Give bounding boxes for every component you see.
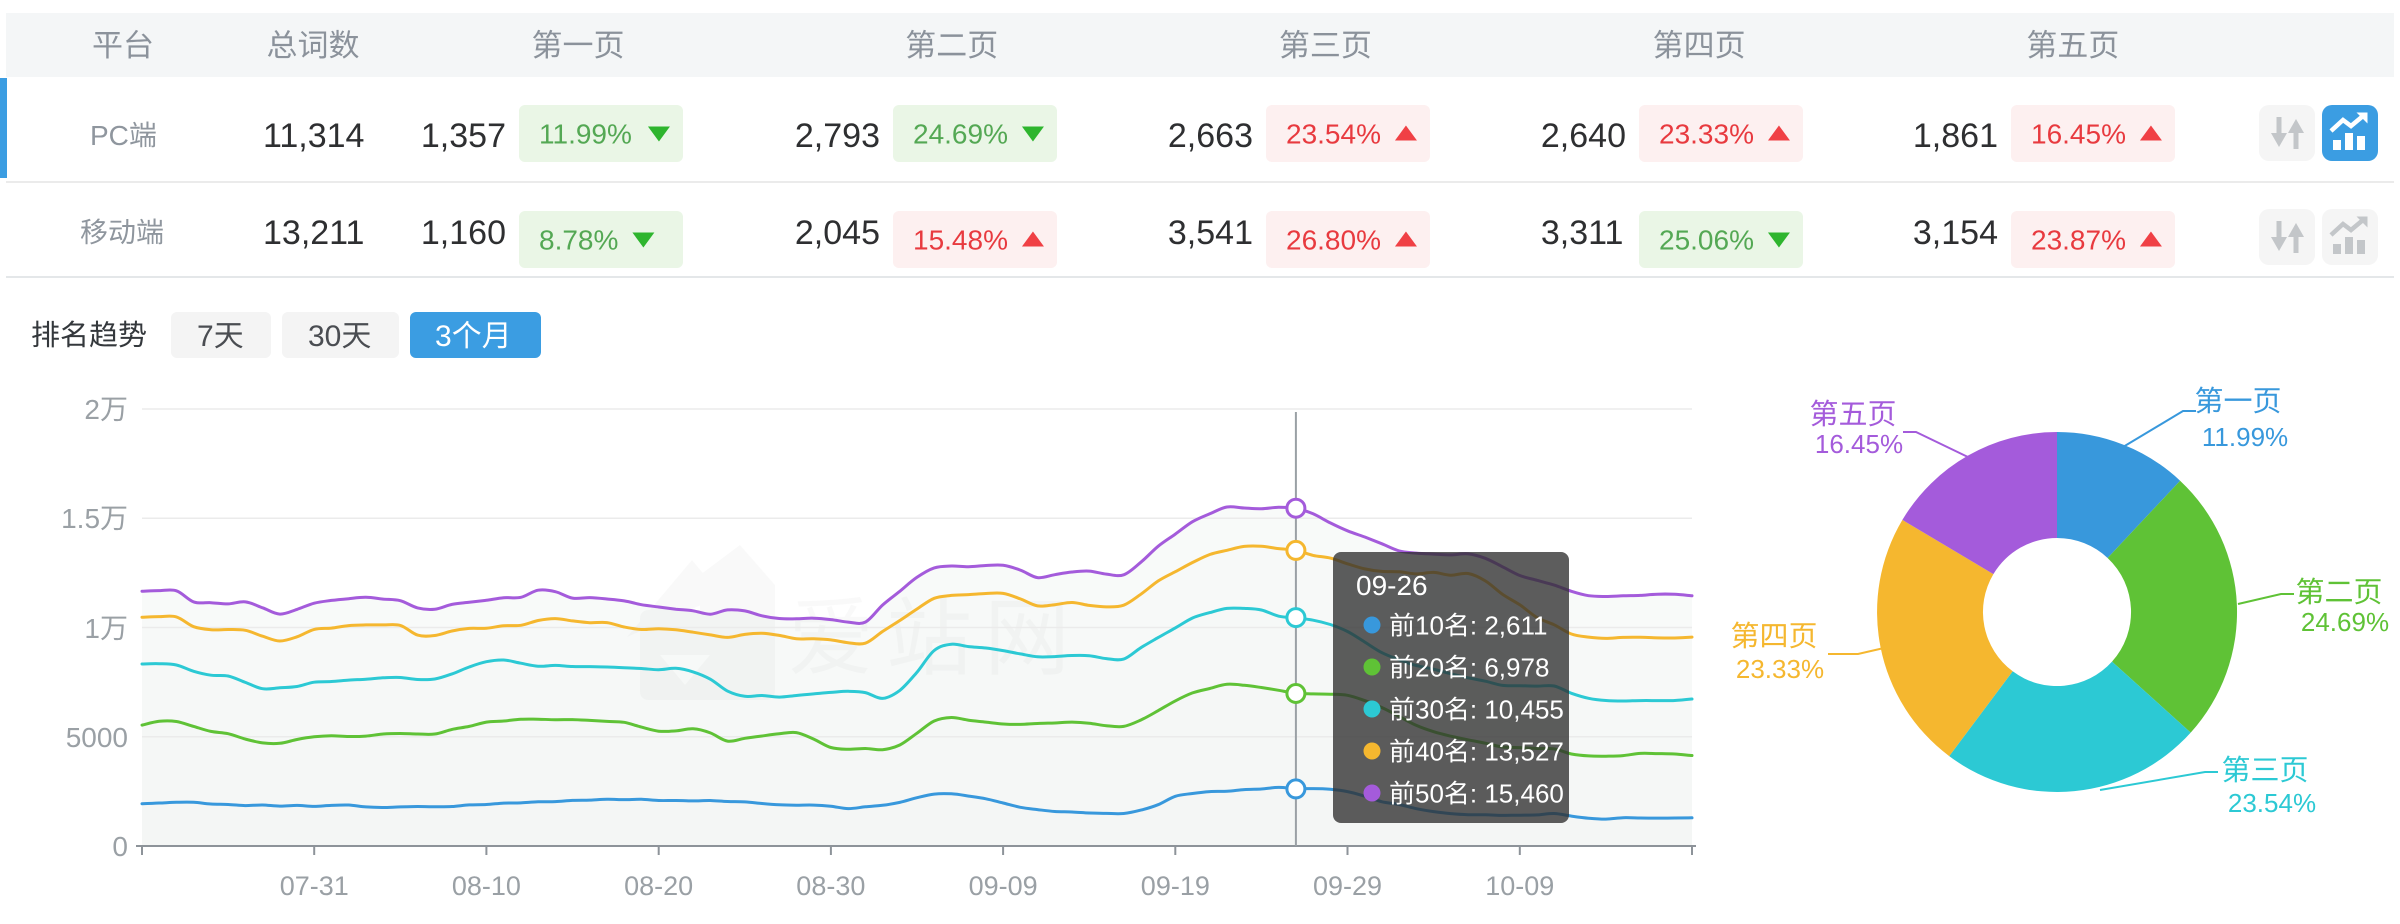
svg-text:3,311: 3,311 (1541, 214, 1624, 252)
svg-text:09-19: 09-19 (1141, 871, 1210, 901)
svg-text:50: 50 (1415, 779, 1444, 809)
svg-text:15.48%: 15.48% (913, 225, 1008, 256)
svg-text:3: 3 (435, 320, 452, 353)
svg-text:: 15,460: : 15,460 (1470, 779, 1564, 809)
svg-text:10-09: 10-09 (1485, 871, 1554, 901)
svg-text:PC: PC (90, 120, 129, 151)
svg-text:25.06%: 25.06% (1659, 225, 1754, 256)
svg-text:3,541: 3,541 (1168, 214, 1253, 252)
svg-text:23.33%: 23.33% (1736, 654, 1824, 684)
svg-text:: 10,455: : 10,455 (1470, 695, 1564, 725)
svg-text:1.5: 1.5 (61, 503, 100, 534)
svg-text:08-20: 08-20 (624, 871, 693, 901)
svg-text:11.99%: 11.99% (539, 119, 632, 150)
svg-text:2,793: 2,793 (795, 117, 880, 155)
svg-text:5000: 5000 (66, 722, 128, 753)
svg-text:: 2,611: : 2,611 (1470, 611, 1548, 641)
svg-text:16.45%: 16.45% (2031, 119, 2126, 150)
svg-text:7: 7 (197, 320, 214, 353)
svg-text:8.78%: 8.78% (539, 225, 618, 256)
svg-text:07-31: 07-31 (280, 871, 349, 901)
svg-text:20: 20 (1415, 653, 1444, 683)
svg-text:: 6,978: : 6,978 (1470, 653, 1550, 683)
svg-text:2: 2 (84, 394, 100, 425)
svg-text:40: 40 (1415, 737, 1444, 767)
svg-text:0: 0 (112, 831, 128, 862)
svg-text:10: 10 (1415, 611, 1444, 641)
svg-text:1,861: 1,861 (1913, 117, 1998, 155)
svg-text:23.33%: 23.33% (1659, 119, 1754, 150)
svg-text:23.54%: 23.54% (2228, 788, 2316, 818)
svg-text:1,357: 1,357 (421, 117, 506, 155)
svg-text:24.69%: 24.69% (2301, 607, 2389, 637)
svg-text:30: 30 (1415, 695, 1444, 725)
svg-text:26.80%: 26.80% (1286, 225, 1381, 256)
svg-text:11,314: 11,314 (263, 117, 364, 155)
svg-text:09-29: 09-29 (1313, 871, 1382, 901)
svg-text:16.45%: 16.45% (1815, 429, 1903, 459)
svg-text:23.87%: 23.87% (2031, 225, 2126, 256)
svg-text:09-09: 09-09 (969, 871, 1038, 901)
svg-text:1: 1 (84, 613, 100, 644)
svg-text:2,045: 2,045 (795, 214, 880, 252)
svg-text:30: 30 (308, 320, 341, 353)
svg-text:24.69%: 24.69% (913, 119, 1008, 150)
svg-text:: 13,527: : 13,527 (1470, 737, 1564, 767)
svg-text:23.54%: 23.54% (1286, 119, 1381, 150)
svg-text:11.99%: 11.99% (2202, 422, 2288, 452)
svg-text:2,640: 2,640 (1541, 117, 1626, 155)
svg-text:3,154: 3,154 (1913, 214, 1998, 252)
svg-text:2,663: 2,663 (1168, 117, 1253, 155)
svg-text:09-26: 09-26 (1356, 570, 1428, 601)
svg-text:1,160: 1,160 (421, 214, 506, 252)
svg-text:08-30: 08-30 (796, 871, 865, 901)
svg-text:08-10: 08-10 (452, 871, 521, 901)
svg-text:13,211: 13,211 (263, 214, 364, 252)
